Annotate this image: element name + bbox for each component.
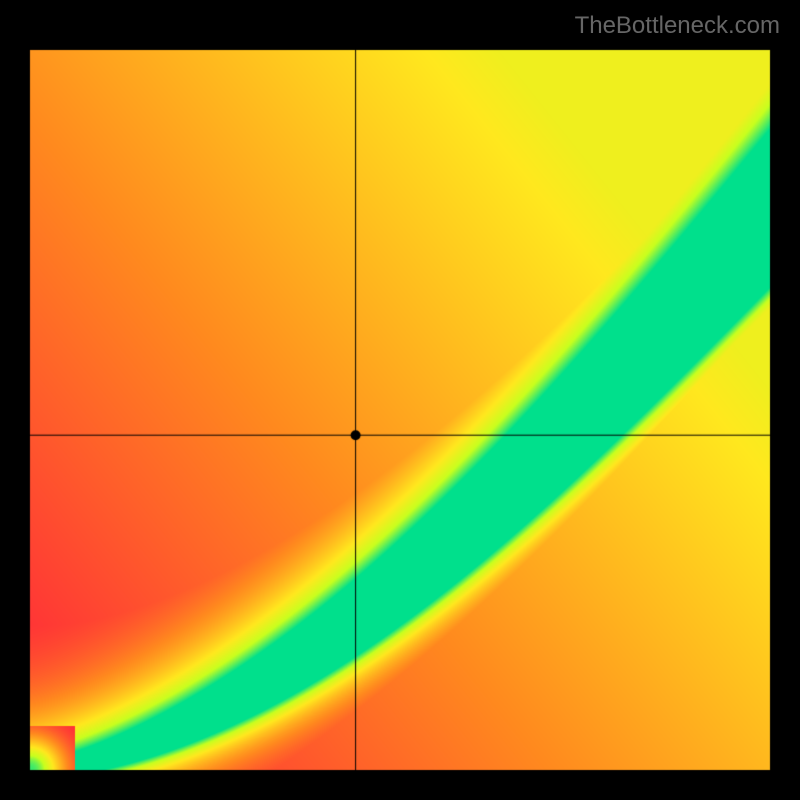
heatmap-canvas — [0, 0, 800, 800]
watermark-text: TheBottleneck.com — [575, 12, 780, 40]
chart-container: TheBottleneck.com — [0, 0, 800, 800]
